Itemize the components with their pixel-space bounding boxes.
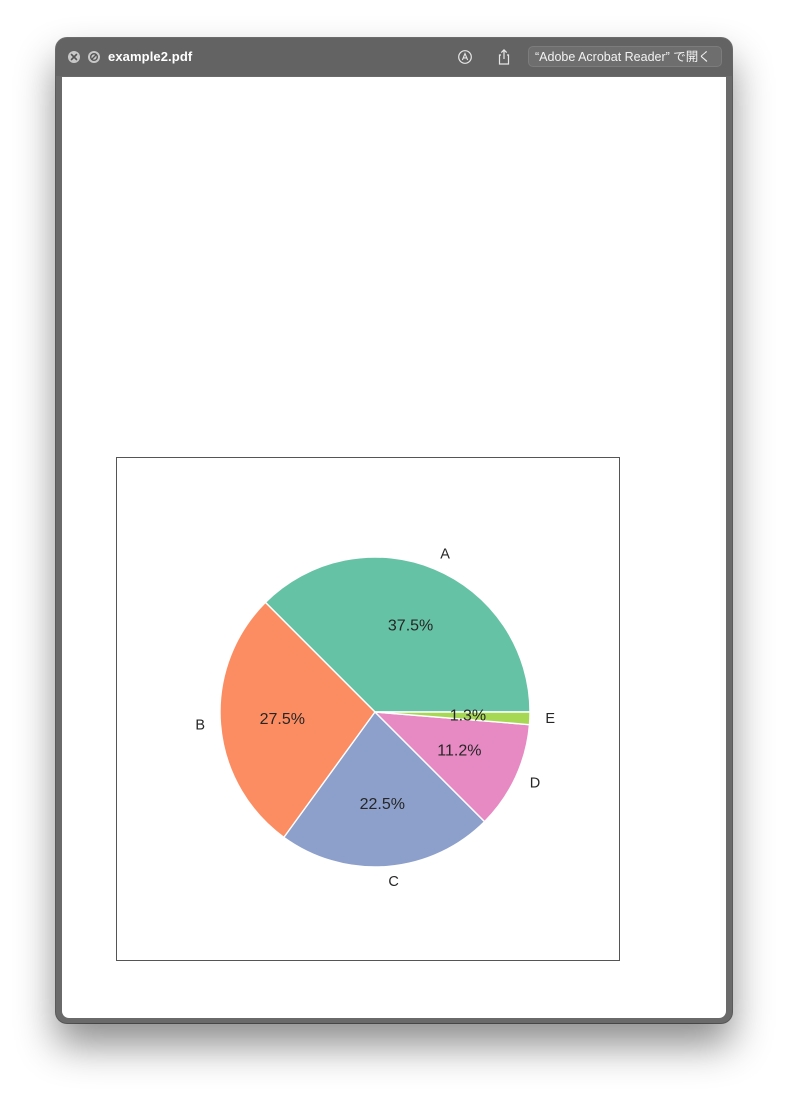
preview-window: example2.pdf “Adobe Acrobat Reader” で開く …: [56, 38, 732, 1023]
block-icon[interactable]: [88, 51, 100, 63]
pie-slice-e: [374, 711, 531, 726]
pie-category-label-d: D: [530, 776, 540, 792]
pie-chart-frame: 37.5% A 27.5% B 22.5% C 11.2% D 1.3% E: [116, 457, 620, 961]
pie-slice-d: [374, 711, 531, 823]
pie-slice-b: [219, 601, 376, 839]
pie-slice-a: [264, 556, 531, 713]
pie-percent-label-c: 22.5%: [360, 796, 405, 813]
close-icon[interactable]: [68, 51, 80, 63]
window-title: example2.pdf: [108, 49, 193, 64]
pie-percent-label-a: 37.5%: [388, 618, 433, 635]
pie-slice-c: [283, 711, 486, 868]
open-with-acrobat-button[interactable]: “Adobe Acrobat Reader” で開く: [528, 46, 722, 67]
markup-pen-icon[interactable]: [456, 48, 474, 66]
pie-category-label-c: C: [388, 874, 398, 890]
pdf-page: 37.5% A 27.5% B 22.5% C 11.2% D 1.3% E: [62, 77, 726, 1018]
pie-percent-label-b: 27.5%: [260, 711, 305, 728]
pie-percent-label-e: 1.3%: [450, 707, 486, 724]
pie-percent-label-d: 11.2%: [437, 743, 481, 760]
pie-chart: 37.5% A 27.5% B 22.5% C 11.2% D 1.3% E: [195, 546, 555, 890]
title-bar: example2.pdf “Adobe Acrobat Reader” で開く: [56, 38, 732, 76]
pie-category-label-b: B: [195, 717, 205, 733]
pie-category-label-a: A: [440, 546, 450, 562]
pie-category-label-e: E: [545, 711, 555, 727]
share-icon[interactable]: [495, 48, 513, 66]
